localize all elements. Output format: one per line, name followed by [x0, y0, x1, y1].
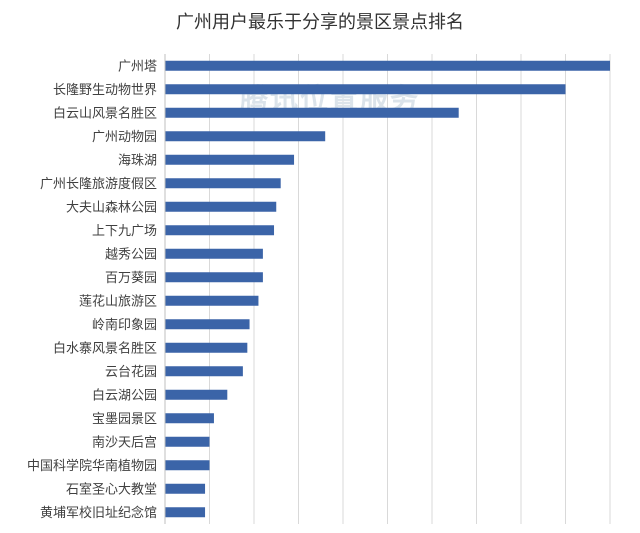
bar [165, 507, 206, 518]
category-label: 上下九广场 [92, 224, 157, 239]
bar [165, 342, 248, 353]
bar [165, 272, 263, 283]
bars [165, 60, 610, 518]
category-label: 百万葵园 [105, 271, 157, 286]
category-label: 广州塔 [118, 59, 157, 74]
category-label: 白云山风景名胜区 [53, 105, 157, 121]
category-label: 中国科学院华南植物园 [27, 458, 157, 474]
bar [165, 319, 250, 330]
bar [165, 131, 326, 142]
category-label: 海珠湖 [118, 153, 157, 168]
bar [165, 483, 206, 494]
bar [165, 201, 277, 212]
bar [165, 225, 275, 236]
category-label: 岭南印象园 [92, 317, 157, 333]
bar [165, 436, 210, 447]
chart-title: 广州用户最乐于分享的景区景点排名 [176, 12, 464, 33]
category-label: 莲花山旅游区 [79, 293, 157, 309]
category-label: 广州长隆旅游度假区 [40, 176, 157, 192]
bar [165, 460, 210, 471]
category-label: 大夫山森林公园 [66, 200, 157, 215]
category-label: 石室圣心大教堂 [66, 481, 157, 497]
category-label: 宝墨园景区 [92, 412, 157, 427]
bar [165, 366, 243, 377]
bar [165, 413, 214, 424]
category-label: 广州动物园 [92, 130, 157, 145]
bar [165, 154, 295, 165]
bar [165, 60, 610, 71]
bar [165, 84, 566, 95]
category-label: 长隆野生动物世界 [53, 83, 157, 98]
bar [165, 389, 228, 400]
grid-lines [209, 54, 611, 524]
category-label: 云台花园 [105, 364, 157, 380]
bar [165, 248, 263, 259]
category-label: 白水寨风景名胜区 [53, 340, 157, 356]
bar [165, 107, 459, 118]
bar [165, 178, 281, 189]
category-label: 黄埔军校旧址纪念馆 [40, 505, 157, 521]
category-labels: 广州塔长隆野生动物世界白云山风景名胜区广州动物园海珠湖广州长隆旅游度假区大夫山森… [27, 59, 157, 521]
category-label: 越秀公园 [105, 247, 157, 262]
category-label: 南沙天后宫 [92, 434, 157, 450]
category-label: 白云湖公园 [92, 387, 157, 403]
bar [165, 295, 259, 306]
